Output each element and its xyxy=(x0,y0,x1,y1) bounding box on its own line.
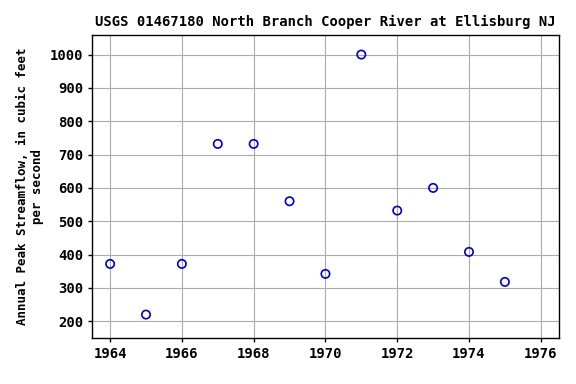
Point xyxy=(464,249,473,255)
Point xyxy=(321,271,330,277)
Point xyxy=(249,141,258,147)
Point xyxy=(105,261,115,267)
Point xyxy=(429,185,438,191)
Point xyxy=(357,51,366,58)
Title: USGS 01467180 North Branch Cooper River at Ellisburg NJ: USGS 01467180 North Branch Cooper River … xyxy=(95,15,556,29)
Point xyxy=(393,207,402,214)
Point xyxy=(213,141,222,147)
Point xyxy=(501,279,510,285)
Y-axis label: Annual Peak Streamflow, in cubic feet
per second: Annual Peak Streamflow, in cubic feet pe… xyxy=(16,48,44,325)
Point xyxy=(141,311,150,318)
Point xyxy=(285,198,294,204)
Point xyxy=(177,261,187,267)
